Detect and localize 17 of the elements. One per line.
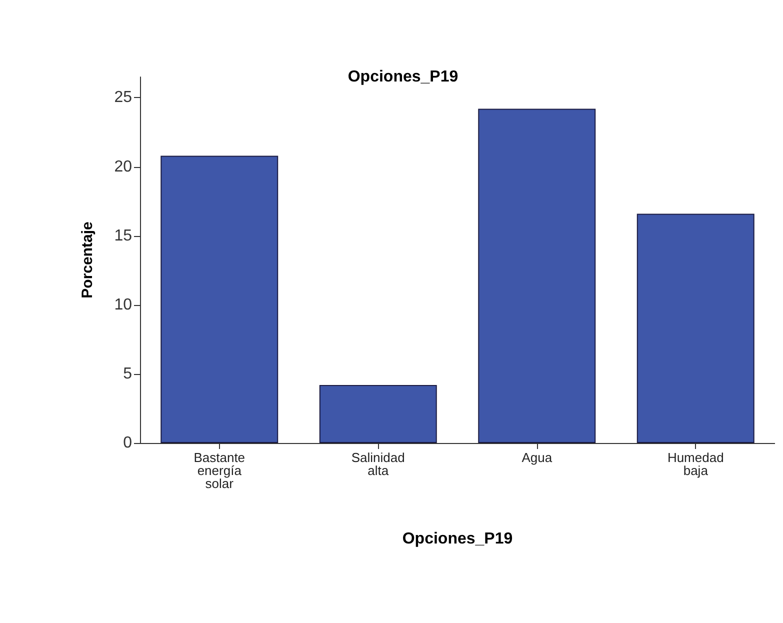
y-tick-label: 20 [114,158,132,176]
y-tick-label: 5 [123,365,132,382]
x-tick-label: Bastante energía solar [194,450,246,491]
bar [636,214,754,443]
x-tick-label: Humedad baja [667,450,724,478]
bar [319,384,437,443]
x-tick-label: Salinidad alta [351,450,405,478]
x-axis-title: Opciones_P19 [402,530,513,548]
y-tick-label: 15 [114,227,132,244]
bar [160,156,278,443]
y-tick-label: 0 [123,434,132,452]
chart-title: Opciones_P19 [348,68,458,86]
y-tick-label: 25 [114,89,132,106]
bar [478,108,596,443]
y-tick-label: 10 [114,296,132,314]
x-tick-label: Agua [522,450,553,465]
y-axis-title: Porcentaje [79,222,96,298]
